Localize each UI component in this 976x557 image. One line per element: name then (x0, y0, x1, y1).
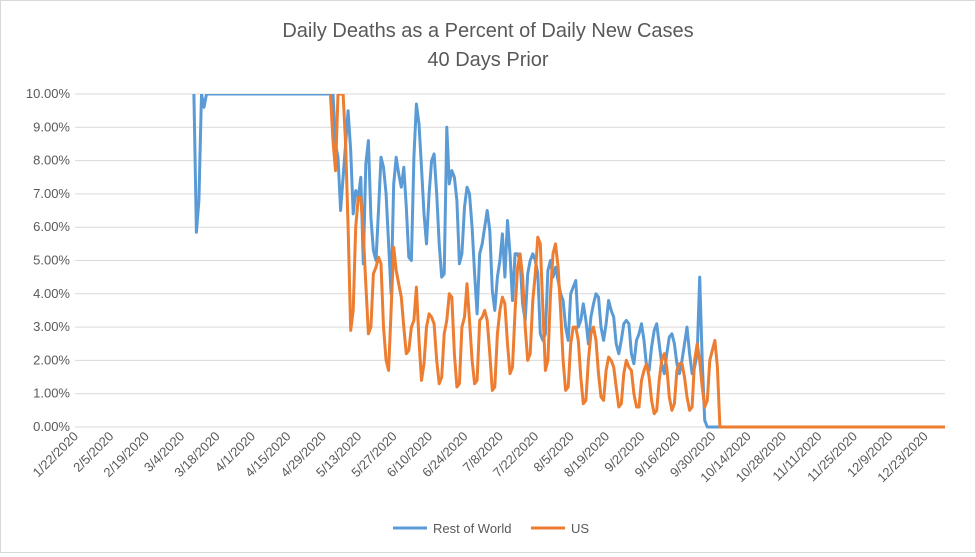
y-tick-label: 8.00% (33, 153, 70, 168)
y-axis-ticks: 0.00% 1.00% 2.00% 3.00% 4.00% 5.00% 6.00% 7.00%… (26, 86, 71, 434)
y-tick-label: 9.00% (33, 119, 70, 134)
y-tick-label: 6.00% (33, 219, 70, 234)
series-lines (192, 94, 945, 429)
x-tick-label: 1/22/2020 (30, 429, 82, 481)
y-tick-label: 5.00% (33, 253, 70, 268)
y-tick-label: 7.00% (33, 186, 70, 201)
legend-label: Rest of World (433, 521, 512, 536)
chart-subtitle: 40 Days Prior (427, 49, 548, 71)
y-tick-label: 4.00% (33, 286, 70, 301)
y-tick-label: 1.00% (33, 386, 70, 401)
y-tick-label: 3.00% (33, 319, 70, 334)
y-tick-label: 2.00% (33, 352, 70, 367)
x-axis-ticks: 1/22/20202/5/20202/19/20203/4/20203/18/2… (30, 429, 931, 486)
chart-title: Daily Deaths as a Percent of Daily New C… (282, 20, 693, 42)
y-tick-label: 0.00% (33, 419, 70, 434)
legend: Rest of World US (393, 521, 589, 536)
y-tick-label: 10.00% (26, 86, 71, 101)
series-line-us (328, 94, 945, 429)
legend-label: US (571, 521, 589, 536)
